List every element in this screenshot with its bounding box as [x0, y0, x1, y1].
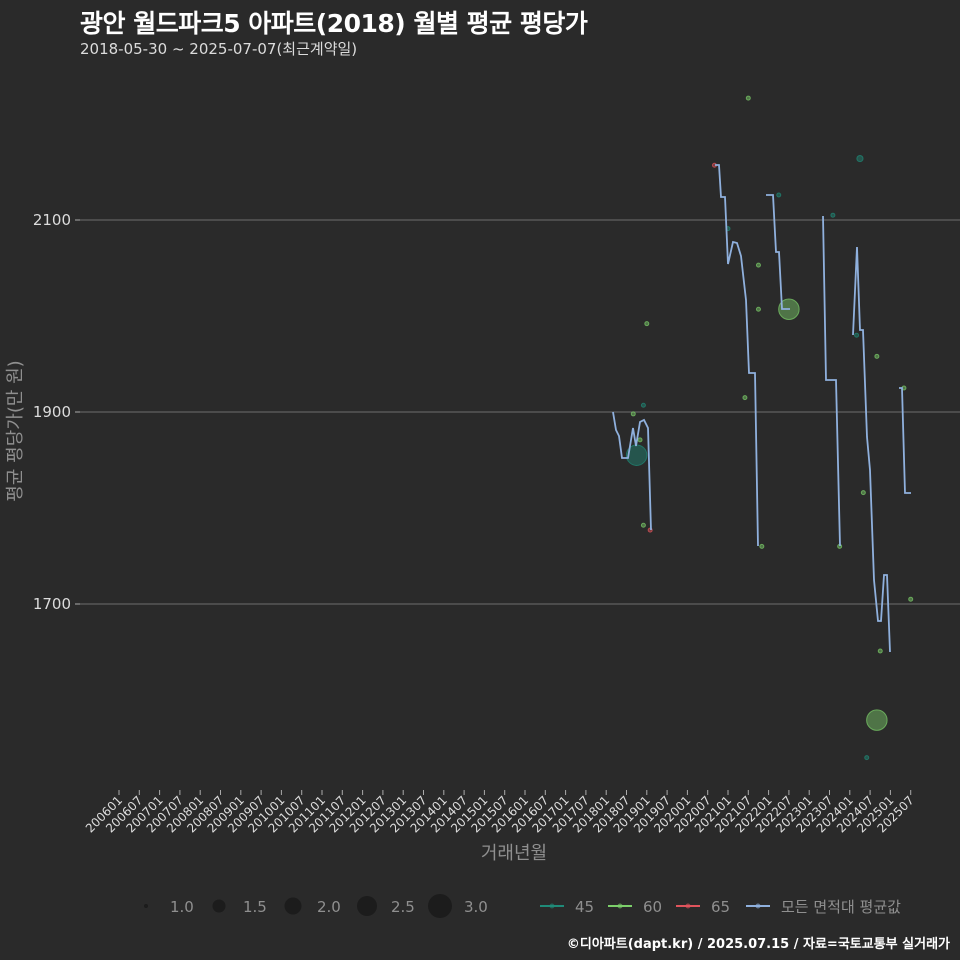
y-tick-label: 2100	[33, 211, 71, 229]
size-legend-bubble	[212, 899, 226, 913]
data-point-60	[637, 437, 643, 443]
data-point-45	[776, 192, 782, 198]
size-legend-label: 1.5	[243, 898, 267, 916]
chart-subtitle: 2018-05-30 ~ 2025-07-07(최근계약일)	[80, 40, 358, 58]
size-legend-label: 3.0	[464, 898, 488, 916]
y-tick-label: 1700	[33, 595, 71, 613]
size-legend-bubble	[357, 896, 377, 916]
series-legend-label: 65	[711, 898, 730, 916]
chart-title: 광안 월드파크5 아파트(2018) 월별 평균 평당가	[80, 9, 588, 38]
data-point-60	[759, 543, 765, 549]
size-legend-label: 2.5	[391, 898, 415, 916]
data-point-60	[866, 709, 888, 731]
legend-point-key	[617, 903, 623, 909]
data-point-60	[745, 95, 751, 101]
average-line-segment	[766, 194, 790, 310]
size-legend-label: 1.0	[170, 898, 194, 916]
series-legend-label: 모든 면적대 평균값	[781, 898, 901, 916]
y-axis: 1700 1900 2100	[33, 211, 80, 613]
data-point-60	[742, 395, 748, 401]
data-point-60	[877, 648, 883, 654]
size-legend-bubble	[284, 897, 302, 915]
size-legend-bubble	[144, 904, 148, 908]
legend: 1.0 1.5 2.0 2.5 3.0 45 60 65 모든 면적대 평균값	[144, 894, 901, 918]
data-point-60	[874, 353, 880, 359]
data-point-60	[860, 490, 866, 496]
average-line-segment	[612, 411, 652, 531]
average-line-segment	[822, 215, 841, 547]
data-point-45	[856, 154, 864, 163]
average-line-segment	[852, 246, 891, 653]
series-legend-label: 45	[575, 898, 594, 916]
average-line-segment	[715, 164, 759, 547]
data-point-60	[908, 596, 914, 602]
average-line	[612, 164, 911, 653]
data-point-60	[755, 306, 761, 312]
legend-point-key	[755, 903, 761, 909]
size-legend-bubble	[428, 894, 452, 918]
data-point-60	[640, 522, 646, 528]
data-point-45	[864, 755, 870, 761]
data-point-45	[854, 332, 860, 338]
y-axis-title: 평균 평당가(만 원)	[5, 360, 26, 501]
data-point-60	[755, 262, 761, 268]
source-caption: ©디아파트(dapt.kr) / 2025.07.15 / 자료=국토교통부 실…	[566, 937, 950, 952]
data-point-45	[640, 402, 646, 408]
x-axis: 2006012006072007012007072008012008072009…	[83, 790, 917, 836]
data-point-60	[630, 411, 636, 417]
data-point-60	[644, 321, 650, 327]
gridlines	[80, 219, 960, 605]
y-tick-label: 1900	[33, 403, 71, 421]
average-line-segment	[899, 387, 911, 494]
legend-point-key	[549, 903, 555, 909]
legend-point-key	[685, 903, 691, 909]
data-point-45	[830, 212, 836, 218]
series-legend-label: 60	[643, 898, 662, 916]
size-legend-label: 2.0	[317, 898, 341, 916]
x-axis-title: 거래년월	[481, 843, 547, 864]
